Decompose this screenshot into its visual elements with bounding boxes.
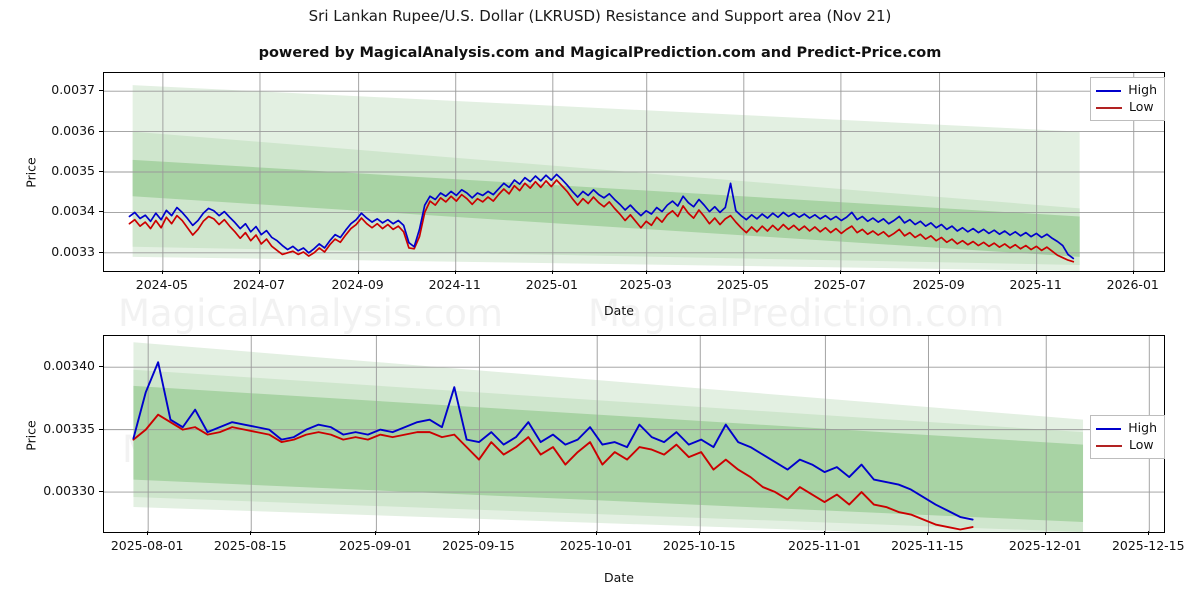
- x-tick-label: 2025-09: [912, 277, 965, 292]
- x-tick-mark: [161, 270, 163, 274]
- legend-item-low[interactable]: Low: [1096, 437, 1157, 454]
- legend-swatch-low: [1096, 106, 1122, 109]
- overview-x-axis-label: Date: [604, 303, 634, 318]
- x-tick-mark: [645, 270, 647, 274]
- x-tick-mark: [454, 270, 456, 274]
- x-tick-mark: [357, 270, 359, 274]
- x-tick-label: 2024-05: [135, 277, 188, 292]
- x-tick-label: 2025-09-01: [339, 538, 412, 553]
- x-tick-label: 2025-12-15: [1111, 538, 1185, 553]
- x-tick-label: 2025-09-15: [442, 538, 515, 553]
- overview-legend: High Low: [1090, 77, 1165, 121]
- y-tick-mark: [99, 366, 103, 368]
- y-tick-mark: [99, 251, 103, 253]
- legend-label-low: Low: [1129, 437, 1154, 453]
- y-tick-mark: [99, 428, 103, 430]
- x-tick-mark: [742, 270, 744, 274]
- x-tick-label: 2025-11-01: [788, 538, 861, 553]
- y-tick-label: 0.0035: [51, 163, 95, 178]
- legend-label-high: High: [1128, 420, 1157, 436]
- y-tick-label: 0.00335: [43, 420, 95, 436]
- x-tick-mark: [938, 270, 940, 274]
- y-tick-mark: [99, 211, 103, 213]
- x-tick-mark: [258, 270, 260, 274]
- x-tick-mark: [927, 531, 929, 535]
- x-tick-label: 2025-03: [619, 277, 672, 292]
- legend-item-low[interactable]: Low: [1096, 99, 1157, 116]
- zoomed-legend: High Low: [1090, 415, 1165, 459]
- legend-swatch-high: [1096, 427, 1122, 430]
- x-tick-label: 2025-08-01: [110, 538, 184, 553]
- x-tick-mark: [147, 531, 149, 535]
- y-tick-mark: [99, 491, 103, 493]
- x-tick-mark: [824, 531, 826, 535]
- y-tick-label: 0.0037: [51, 82, 95, 98]
- x-tick-mark: [839, 270, 841, 274]
- x-tick-label: 2024-07: [232, 277, 286, 292]
- x-tick-label: 2025-11-15: [891, 538, 964, 553]
- x-tick-label: 2025-07: [813, 277, 867, 292]
- x-tick-mark: [1045, 531, 1047, 535]
- x-tick-mark: [1148, 531, 1150, 535]
- legend-label-low: Low: [1129, 99, 1154, 115]
- x-tick-mark: [375, 531, 377, 535]
- y-tick-mark: [99, 171, 103, 172]
- y-tick-mark: [99, 90, 103, 92]
- x-tick-label: 2025-01: [525, 277, 578, 292]
- page-title: Sri Lankan Rupee/U.S. Dollar (LKRUSD) Re…: [308, 7, 892, 25]
- x-tick-mark: [596, 531, 598, 535]
- y-tick-label: 0.00340: [43, 358, 95, 374]
- x-tick-label: 2025-08-15: [213, 538, 287, 553]
- legend-item-high[interactable]: High: [1096, 420, 1157, 437]
- zoomed-plot-area: [103, 335, 1165, 533]
- x-tick-mark: [551, 270, 553, 274]
- x-tick-mark: [250, 531, 252, 535]
- x-tick-label: 2025-05: [716, 277, 769, 292]
- page-subtitle: powered by MagicalAnalysis.com and Magic…: [258, 45, 942, 61]
- x-tick-mark: [1132, 270, 1134, 274]
- y-tick-label: 0.0034: [51, 203, 95, 219]
- x-tick-mark: [1035, 270, 1037, 274]
- y-tick-mark: [99, 130, 103, 132]
- x-tick-label: 2025-11: [1009, 277, 1062, 292]
- legend-label-high: High: [1128, 82, 1157, 98]
- x-tick-mark: [478, 531, 480, 535]
- watermark: MagicalAnalysis.com: [118, 292, 503, 335]
- y-tick-label: 0.00330: [43, 483, 95, 499]
- x-tick-label: 2026-01: [1106, 277, 1159, 292]
- x-tick-mark: [699, 531, 701, 535]
- y-tick-label: 0.0033: [51, 243, 95, 259]
- overview-plot-area: [103, 72, 1165, 272]
- x-tick-label: 2024-11: [428, 277, 481, 292]
- y-tick-label: 0.0036: [51, 122, 95, 138]
- x-tick-label: 2025-10-01: [559, 538, 633, 553]
- legend-item-high[interactable]: High: [1096, 82, 1157, 99]
- x-tick-label: 2024-09: [331, 277, 384, 292]
- x-tick-label: 2025-12-01: [1008, 538, 1082, 553]
- zoomed-x-axis-label: Date: [604, 570, 634, 585]
- legend-swatch-high: [1096, 89, 1122, 92]
- x-tick-label: 2025-10-15: [662, 538, 736, 553]
- legend-swatch-low: [1096, 444, 1122, 447]
